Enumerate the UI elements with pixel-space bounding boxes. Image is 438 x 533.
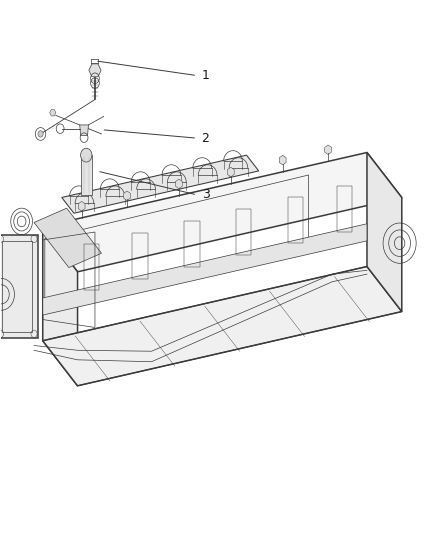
Polygon shape: [43, 266, 402, 386]
Polygon shape: [176, 179, 182, 189]
Polygon shape: [49, 109, 56, 116]
Polygon shape: [325, 145, 332, 155]
Polygon shape: [279, 155, 286, 165]
Polygon shape: [80, 125, 88, 135]
Polygon shape: [78, 201, 85, 211]
Circle shape: [81, 148, 92, 162]
Polygon shape: [34, 208, 102, 268]
Polygon shape: [62, 155, 259, 213]
Text: 3: 3: [201, 189, 209, 201]
Text: 2: 2: [201, 132, 209, 144]
Polygon shape: [81, 155, 92, 195]
Polygon shape: [367, 152, 402, 312]
Polygon shape: [0, 235, 38, 338]
Polygon shape: [43, 152, 402, 272]
Polygon shape: [124, 191, 131, 200]
Polygon shape: [89, 64, 101, 77]
Polygon shape: [43, 227, 78, 386]
Polygon shape: [227, 167, 234, 177]
Circle shape: [38, 131, 43, 137]
Polygon shape: [43, 224, 367, 315]
Text: 1: 1: [201, 69, 209, 82]
